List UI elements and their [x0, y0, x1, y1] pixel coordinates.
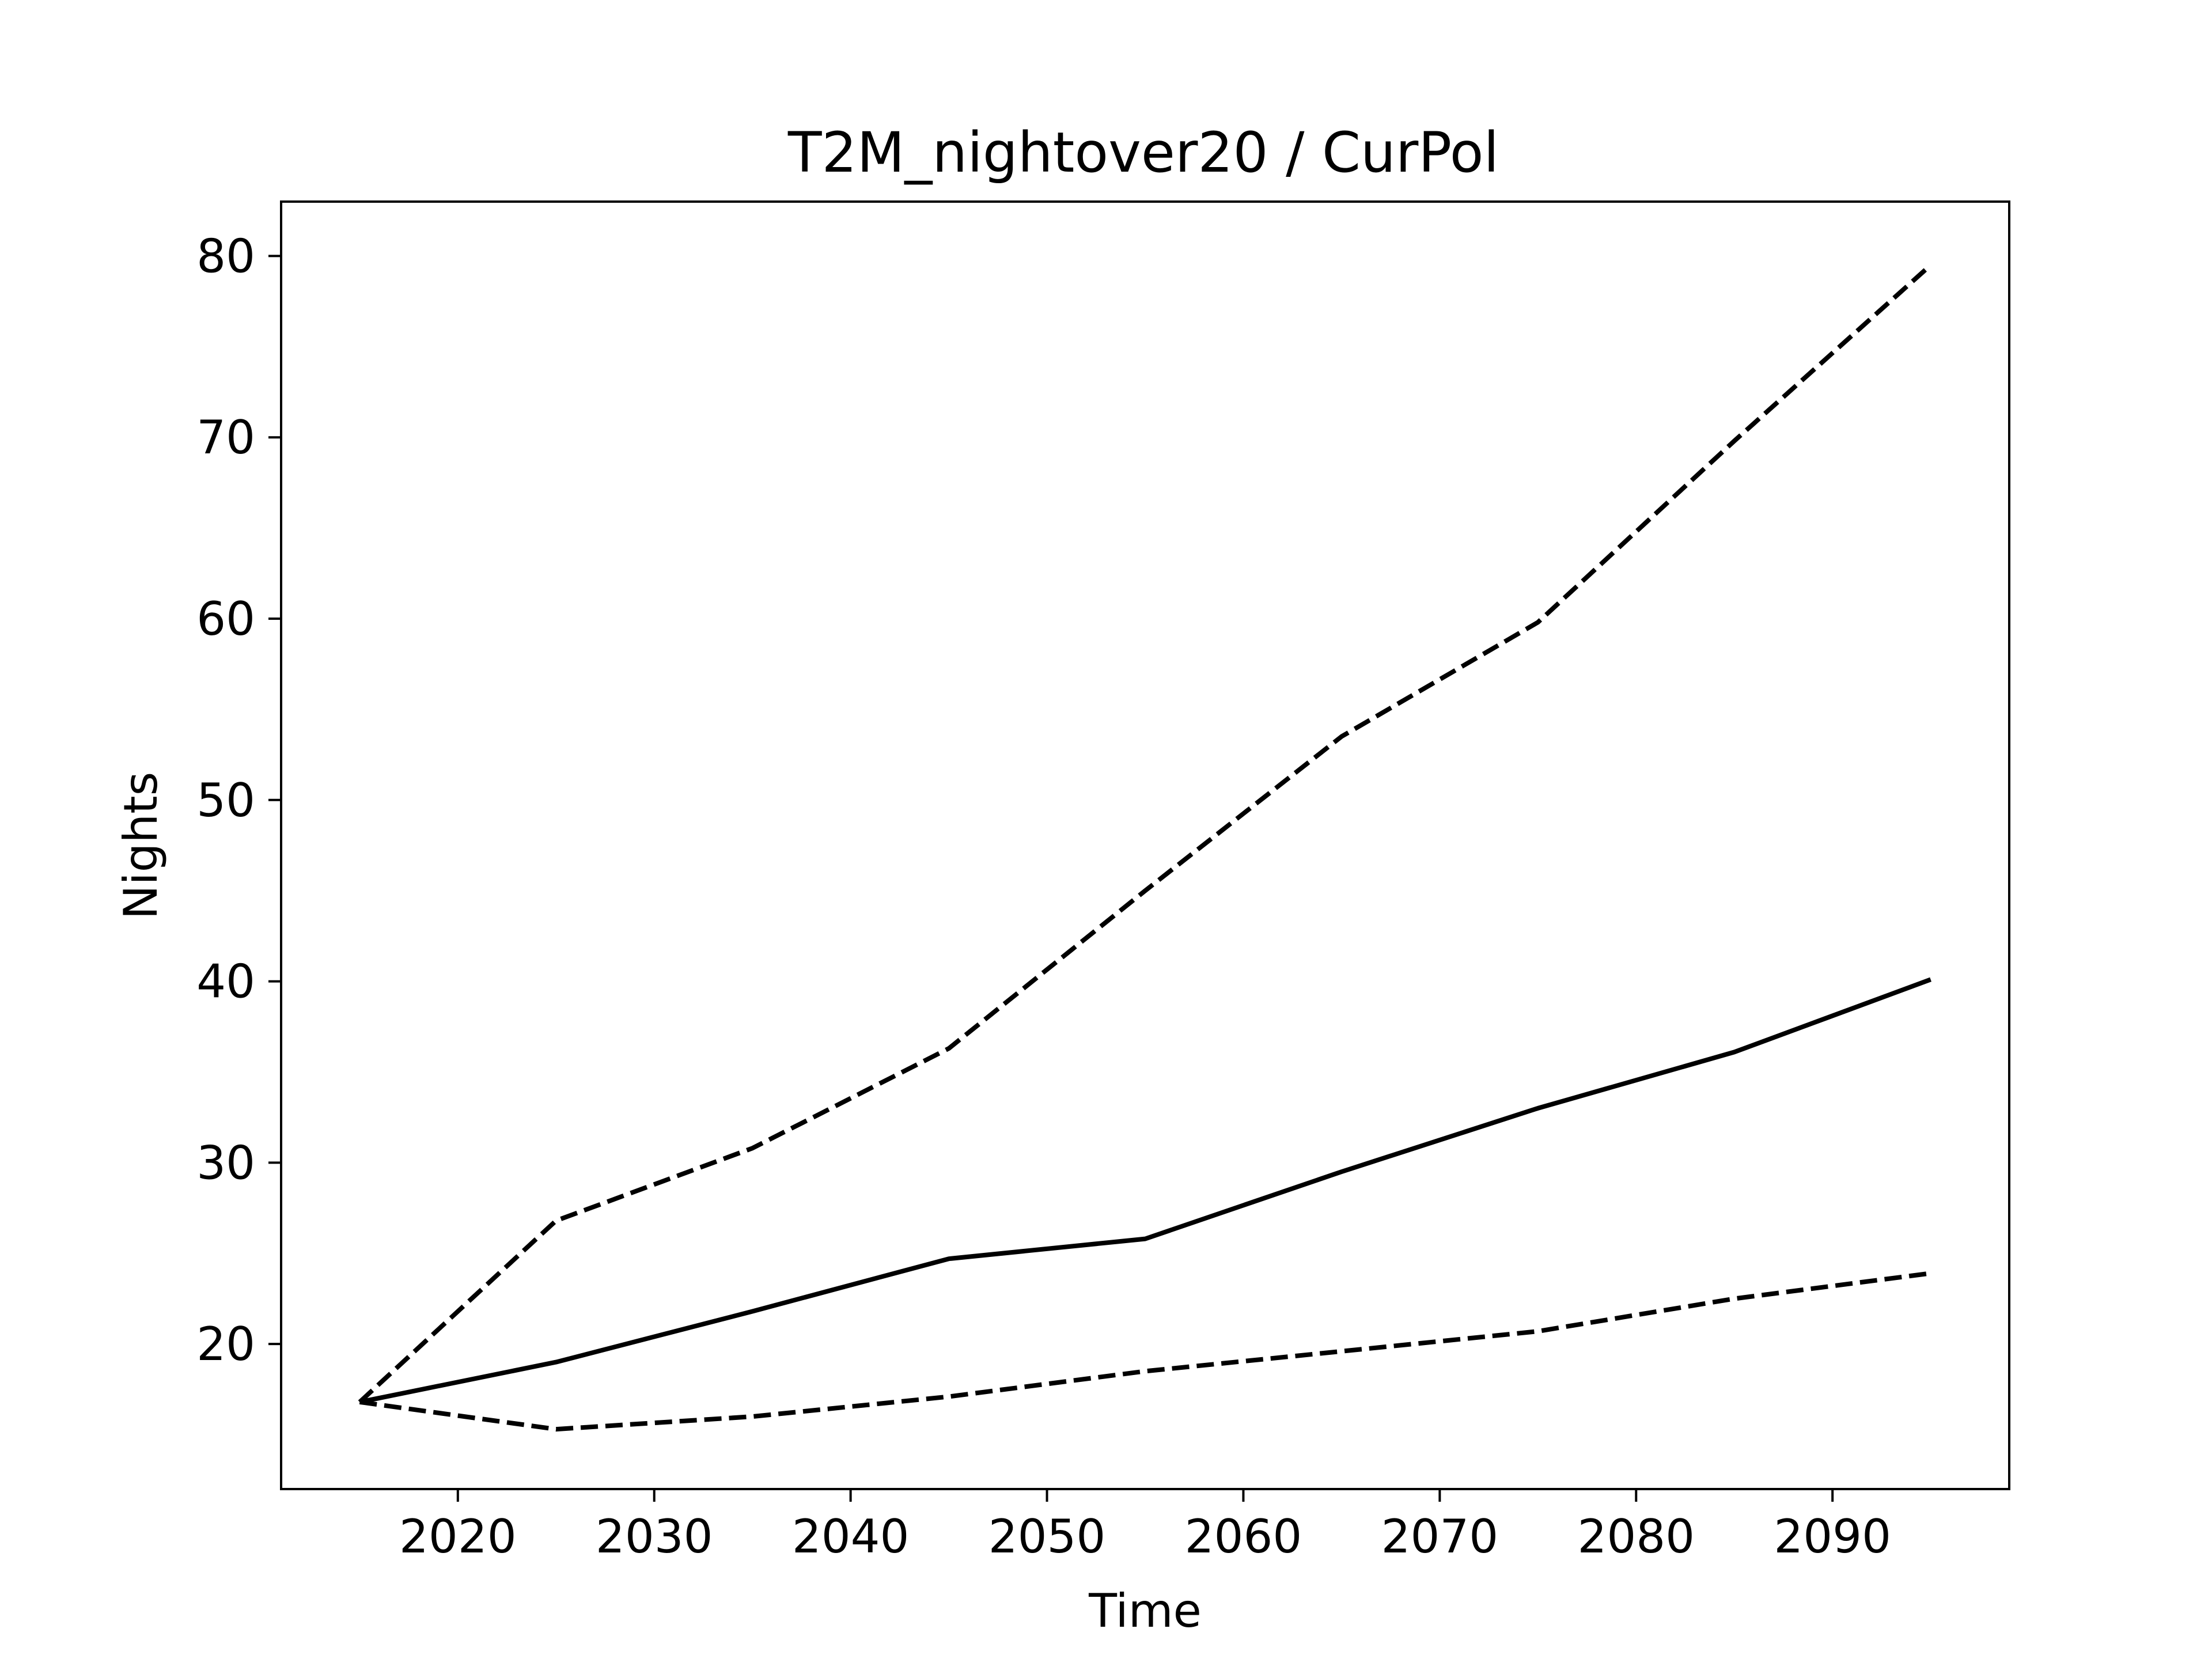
y-axis-ticks: 20 30 40 50 60 70 80 [196, 229, 281, 1371]
y-axis-label: Nights [114, 772, 168, 920]
y-tick-label: 60 [196, 592, 255, 646]
y-tick-label: 20 [196, 1317, 255, 1371]
chart-title: T2M_nightover20 / CurPol [787, 120, 1499, 185]
x-tick-label: 2040 [792, 1510, 910, 1563]
x-tick-label: 2050 [988, 1510, 1106, 1563]
y-tick-label: 30 [196, 1136, 255, 1190]
y-tick-label: 40 [196, 955, 255, 1009]
x-tick-label: 2060 [1185, 1510, 1302, 1563]
x-axis-label: Time [1088, 1584, 1202, 1638]
x-tick-label: 2090 [1774, 1510, 1891, 1563]
x-tick-label: 2020 [399, 1510, 517, 1563]
series-line-1 [358, 263, 1933, 1404]
y-tick-label: 80 [196, 229, 255, 283]
series-line-2 [359, 977, 1931, 1404]
x-tick-label: 2030 [596, 1510, 713, 1563]
x-tick-label: 2080 [1577, 1510, 1695, 1563]
series-layer [358, 263, 1933, 1432]
series-line-3 [359, 1271, 1931, 1432]
y-tick-label: 50 [196, 774, 255, 827]
x-tick-label: 2070 [1381, 1510, 1499, 1563]
plot-frame [280, 200, 2010, 1490]
y-tick-label: 70 [196, 411, 255, 464]
x-axis-ticks: 2020 2030 2040 2050 2060 2070 2080 2090 [399, 1489, 1891, 1563]
